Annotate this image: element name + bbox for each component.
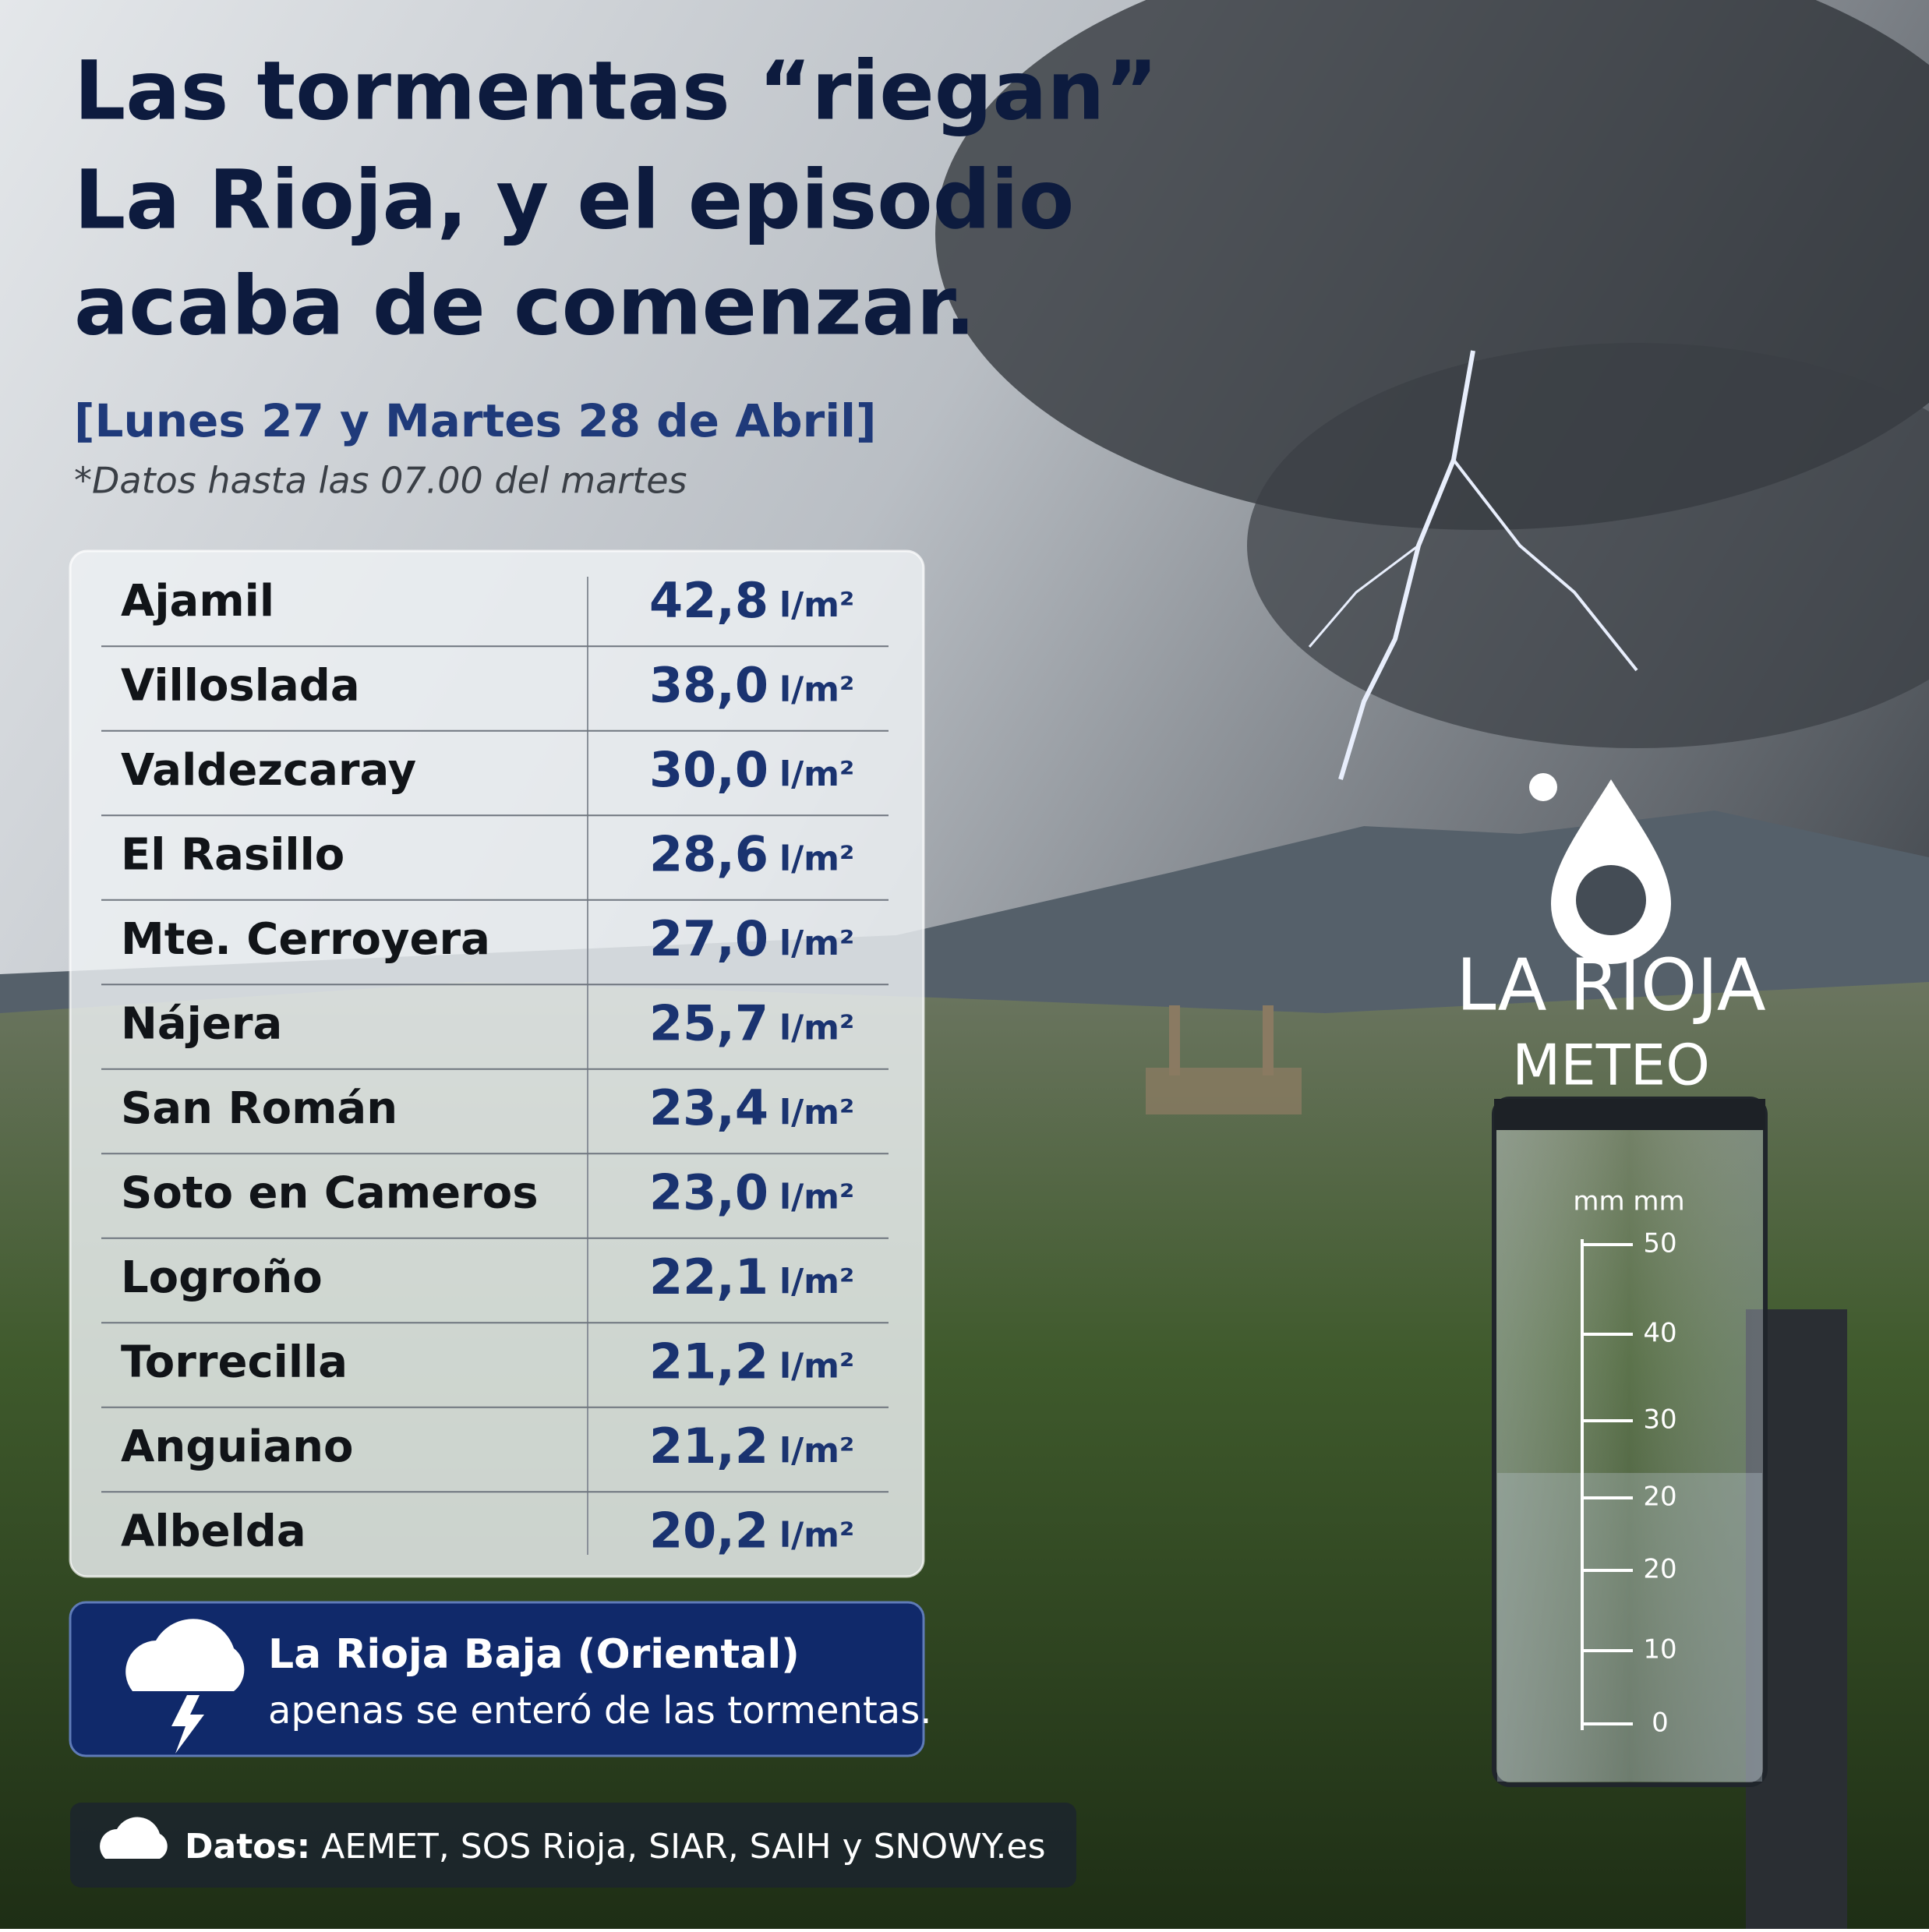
callout-title: La Rioja Baja (Oriental) [268, 1631, 800, 1678]
rain-icon [100, 1817, 168, 1859]
logo-sub: METEO [1512, 1033, 1710, 1098]
callout-panel [69, 1601, 925, 1757]
station-name: Ajamil [121, 576, 274, 627]
station-name: Logroño [121, 1252, 323, 1303]
rain-value: 21,2 [649, 1418, 768, 1475]
station-name: Nájera [121, 999, 282, 1050]
note: *Datos hasta las 07.00 del martes [74, 460, 687, 502]
rain-unit: l/m² [779, 1178, 854, 1217]
rain-unit: l/m² [779, 1008, 854, 1048]
rain-value: 21,2 [649, 1333, 768, 1390]
gauge-label: 20 [1643, 1482, 1676, 1513]
gauge-label: 10 [1643, 1634, 1676, 1665]
footer-label: Datos: [185, 1827, 310, 1867]
rain-value: 38,0 [649, 657, 768, 714]
station-name: Albelda [121, 1506, 306, 1557]
table-panel [69, 549, 925, 1578]
rain-unit: l/m² [779, 1347, 854, 1386]
gauge-labels: 50 40 30 20 20 10 0 [1582, 1228, 1677, 1739]
footer-text: Datos: AEMET, SOS Rioja, SIAR, SAIH y SN… [185, 1827, 1046, 1867]
rain-value: 22,1 [649, 1249, 768, 1305]
rain-unit: l/m² [779, 670, 854, 710]
callout-text: apenas se enteró de las tormentas. [268, 1689, 931, 1732]
gauge-label: 0 [1652, 1708, 1669, 1739]
title-line: La Rioja, y el episodio [74, 152, 1074, 247]
station-name: Valdezcaray [121, 745, 416, 796]
rain-unit: l/m² [779, 1516, 854, 1556]
rain-unit: l/m² [779, 1262, 854, 1302]
gauge-water [1497, 1473, 1762, 1782]
rain-gauge: mm mm 50 40 30 20 20 10 0 [1492, 1097, 1847, 1929]
footer-sources: AEMET, SOS Rioja, SIAR, SAIH y SNOWY.es [321, 1827, 1045, 1867]
subtitle: [Lunes 27 y Martes 28 de Abril] [74, 394, 876, 447]
logo-name: LA RIOJA [1456, 943, 1766, 1026]
rain-value: 30,0 [649, 741, 768, 798]
footer-panel [70, 1803, 1076, 1888]
rain-unit: l/m² [779, 1431, 854, 1471]
rain-unit: l/m² [779, 1093, 854, 1132]
bolt-icon [171, 1695, 204, 1754]
station-name: El Rasillo [121, 830, 344, 881]
gauge-units: mm mm [1573, 1186, 1684, 1217]
station-name: Anguiano [121, 1422, 353, 1472]
gauge-rim [1494, 1099, 1765, 1130]
gauge-label: 30 [1643, 1404, 1676, 1436]
callout: La Rioja Baja (Oriental) apenas se enter… [69, 1601, 931, 1757]
rain-value: 25,7 [649, 995, 768, 1052]
logo: LA RIOJA METEO [1456, 773, 1766, 1098]
rain-value: 23,0 [649, 1164, 768, 1221]
gauge-label: 40 [1643, 1318, 1676, 1349]
rain-unit: l/m² [779, 585, 854, 625]
rain-value: 28,6 [649, 826, 768, 883]
rain-unit: l/m² [779, 924, 854, 963]
rain-value: 42,8 [649, 572, 768, 629]
rain-value: 27,0 [649, 910, 768, 967]
footer: Datos: AEMET, SOS Rioja, SIAR, SAIH y SN… [70, 1803, 1076, 1888]
storm-icon [125, 1619, 245, 1691]
title-line: acaba de comenzar. [74, 258, 976, 353]
title-line: Las tormentas “riegan” [74, 43, 1158, 138]
rain-unit: l/m² [779, 839, 854, 879]
header: Las tormentas “riegan” La Rioja, y el ep… [74, 43, 1158, 501]
rain-value: 23,4 [649, 1079, 768, 1136]
rain-unit: l/m² [779, 754, 854, 794]
table: Ajamil 42,8 l/m² Villoslada 38,0 l/m² Valdezca… [101, 572, 889, 1559]
station-name: Torrecilla [121, 1337, 348, 1388]
rain-value: 20,2 [649, 1503, 768, 1559]
gauge-label: 20 [1643, 1554, 1676, 1585]
station-name: Villoslada [121, 661, 360, 712]
station-name: Soto en Cameros [121, 1168, 539, 1219]
gauge-label: 50 [1643, 1228, 1676, 1259]
station-name: Mte. Cerroyera [121, 914, 490, 965]
station-name: San Román [121, 1083, 397, 1134]
